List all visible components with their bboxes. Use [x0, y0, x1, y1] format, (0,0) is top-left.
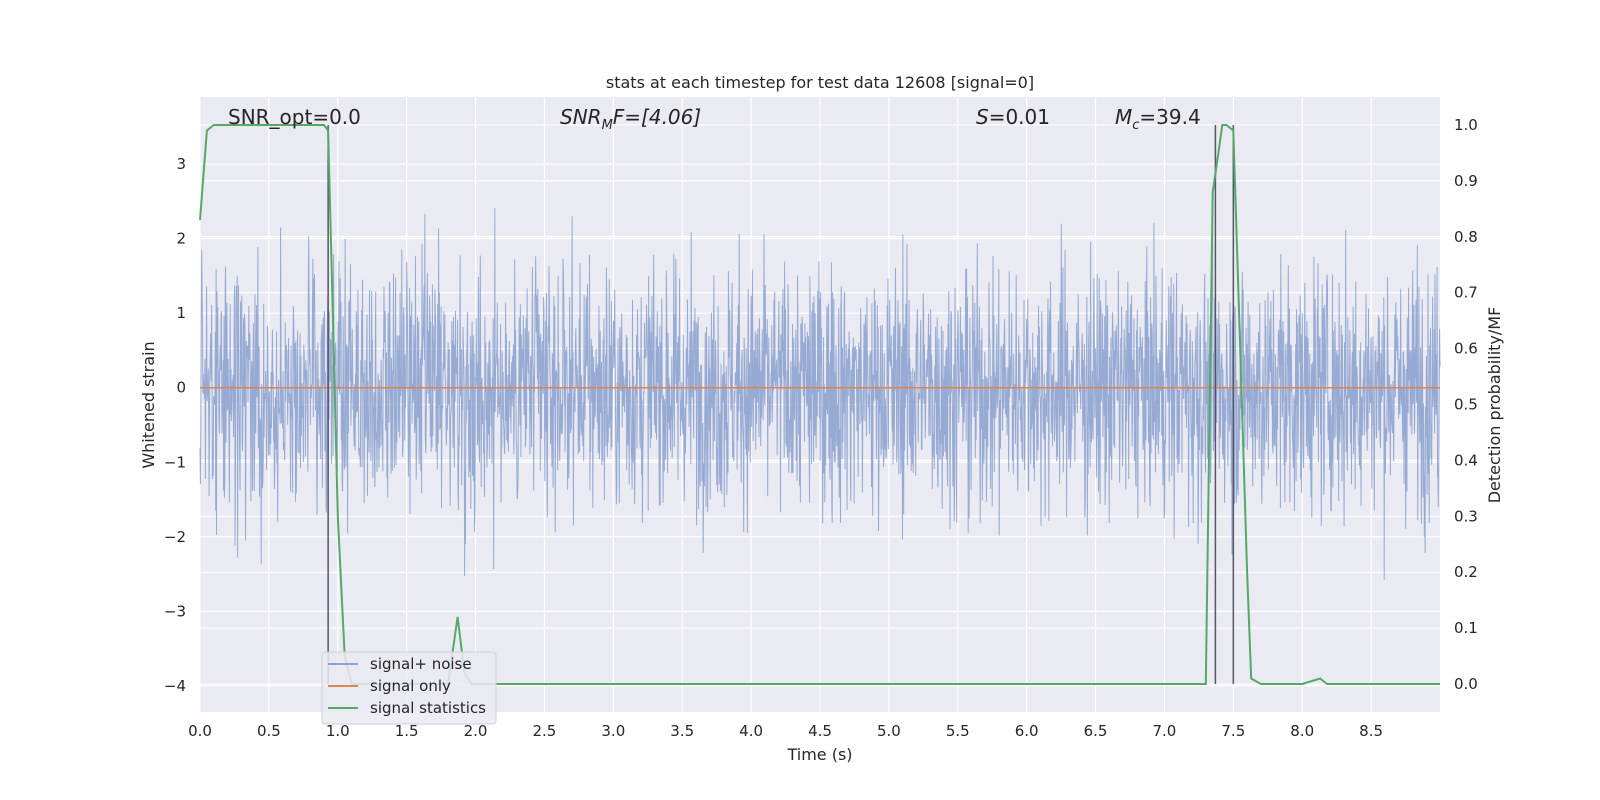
x-tick-label-15: 7.5: [1221, 722, 1245, 740]
annotation-s: S=0.01: [976, 105, 1050, 129]
y2-tick-label-5: 0.5: [1454, 396, 1478, 414]
annotation-mc-rest: =39.4: [1139, 105, 1200, 129]
y2-tick-label-2: 0.8: [1454, 228, 1478, 246]
y2-axis-label: Detection probability/MF: [1485, 307, 1504, 504]
x-tick-label-6: 3.0: [601, 722, 625, 740]
y2-tick-label-10: 0.0: [1454, 675, 1478, 693]
y2-tick-label-6: 0.4: [1454, 451, 1478, 469]
x-tick-label-7: 3.5: [670, 722, 694, 740]
ticks: 0.0 0.5 1.0 1.5 2.0 2.5 3.0 3.5 4.0 4.5 5.0 5.5 6.0 6…: [164, 116, 1478, 740]
y-tick-label-1: 2: [176, 230, 186, 248]
legend-label-signal-noise: signal+ noise: [370, 655, 472, 673]
x-tick-label-13: 6.5: [1084, 722, 1108, 740]
annotation-snr-mf: SNRMF=[4.06]: [560, 105, 701, 133]
x-tick-label-9: 4.5: [808, 722, 832, 740]
annotation-snr-mf-rest: F=[4.06]: [613, 105, 701, 129]
legend-box: [321, 651, 497, 725]
legend-label-signal-only: signal only: [370, 677, 451, 695]
x-tick-label-0: 0.0: [188, 722, 212, 740]
y2-tick-label-8: 0.2: [1454, 563, 1478, 581]
y2-tick-label-9: 0.1: [1454, 619, 1478, 637]
x-tick-label-14: 7.0: [1153, 722, 1177, 740]
y-tick-label-4: −1: [164, 453, 186, 471]
x-tick-label-11: 5.5: [946, 722, 970, 740]
x-tick-label-17: 8.5: [1359, 722, 1383, 740]
y2-tick-label-1: 0.9: [1454, 172, 1478, 190]
vertical-markers: [327, 124, 1235, 685]
y2-tick-label-7: 0.3: [1454, 507, 1478, 525]
x-tick-label-3: 1.5: [395, 722, 419, 740]
y-tick-label-3: 0: [176, 379, 186, 397]
x-tick-label-8: 4.0: [739, 722, 763, 740]
x-axis-label: Time (s): [786, 745, 852, 764]
annotation-s-rest: =0.01: [989, 105, 1050, 129]
annotation-mc-sub: c: [1132, 118, 1139, 133]
y2-tick-label-0: 1.0: [1454, 116, 1478, 134]
y2-tick-label-3: 0.7: [1454, 284, 1478, 302]
y-tick-label-5: −2: [164, 528, 186, 546]
annotation-snr-mf-sub: M: [602, 118, 613, 133]
x-tick-label-5: 2.5: [533, 722, 557, 740]
y-tick-label-2: 1: [176, 304, 186, 322]
annotation-s-label: S: [976, 105, 989, 129]
annotation-snr-mf-label: SNR: [560, 105, 602, 129]
legend-label-signal-statistics: signal statistics: [370, 699, 486, 717]
y-tick-label-6: −3: [164, 602, 186, 620]
x-tick-label-12: 6.0: [1015, 722, 1039, 740]
annotation-mc: Mc=39.4: [1115, 105, 1201, 133]
x-tick-label-16: 8.0: [1290, 722, 1314, 740]
x-tick-label-2: 1.0: [326, 722, 350, 740]
x-tick-label-4: 2.0: [464, 722, 488, 740]
y-tick-label-0: 3: [176, 155, 186, 173]
legend: signal+ noise signal only signal statist…: [321, 651, 497, 725]
y2-tick-label-4: 0.6: [1454, 340, 1478, 358]
annotation-mc-label: M: [1115, 105, 1132, 129]
annotation-snr-opt: SNR_opt=0.0: [228, 105, 361, 129]
x-tick-label-10: 5.0: [877, 722, 901, 740]
x-tick-label-1: 0.5: [257, 722, 281, 740]
chart-title: stats at each timestep for test data 126…: [606, 73, 1034, 92]
y-axis-label: Whitened strain: [139, 341, 158, 468]
y-tick-label-7: −4: [164, 677, 186, 695]
